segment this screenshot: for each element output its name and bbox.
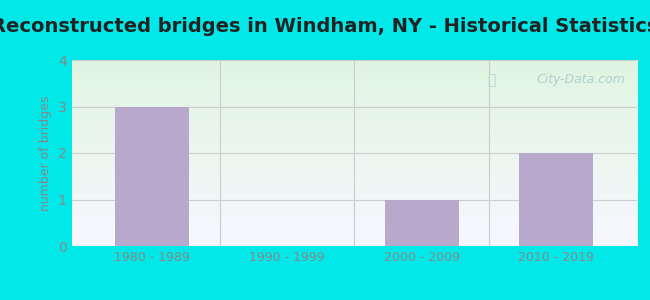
Bar (385, 200, 459, 246)
Bar (519, 153, 593, 246)
Bar (115, 106, 189, 246)
Y-axis label: number of bridges: number of bridges (39, 95, 52, 211)
Text: City-Data.com: City-Data.com (537, 73, 626, 86)
Text: Reconstructed bridges in Windham, NY - Historical Statistics: Reconstructed bridges in Windham, NY - H… (0, 17, 650, 37)
Text: ⓘ: ⓘ (487, 73, 495, 87)
